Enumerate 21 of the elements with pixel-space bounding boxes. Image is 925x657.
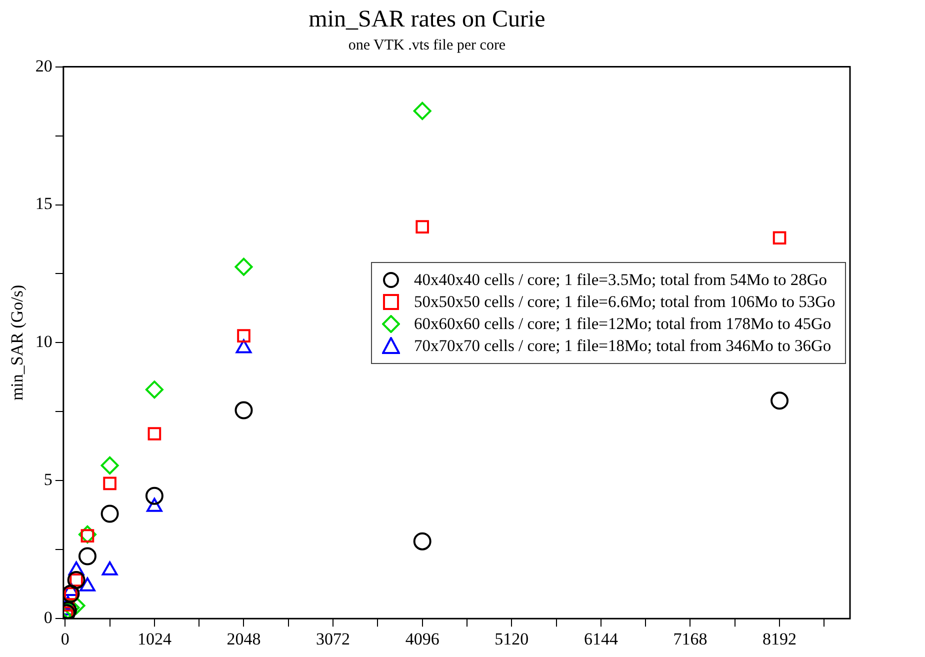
x-tick-label: 3072 — [316, 629, 350, 648]
y-tick-label: 5 — [44, 470, 52, 490]
x-tick-label: 8192 — [762, 629, 797, 648]
y-tick-label: 10 — [35, 332, 52, 352]
x-tick-label: 5120 — [494, 629, 529, 648]
legend-label: 60x60x60 cells / core; 1 file=12Mo; total from 178Mo to 45Go — [414, 312, 832, 335]
legend-label: 50x50x50 cells / core; 1 file=6.6Mo; total from 106Mo to 53Go — [414, 290, 836, 313]
y-tick-label: 20 — [35, 56, 52, 76]
y-tick-label: 15 — [35, 194, 52, 214]
x-tick-label: 1024 — [137, 629, 172, 648]
x-tick-label: 4096 — [405, 629, 440, 648]
x-tick-label: 6144 — [584, 629, 618, 648]
y-tick-label: 0 — [44, 608, 52, 628]
x-tick-label: 2048 — [226, 629, 261, 648]
chart-title: min_SAR rates on Curie — [308, 6, 546, 33]
chart-subtitle: one VTK .vts file per core — [348, 38, 506, 54]
x-tick-label: 0 — [60, 629, 70, 648]
legend-label: 40x40x40 cells / core; 1 file=3.5Mo; total from 54Mo to 28Go — [414, 268, 828, 291]
legend-label: 70x70x70 cells / core; 1 file=18Mo; total from 346Mo to 36Go — [414, 334, 832, 357]
y-axis-title: min_SAR (Go/s) — [8, 284, 27, 401]
x-tick-label: 7168 — [673, 629, 708, 648]
